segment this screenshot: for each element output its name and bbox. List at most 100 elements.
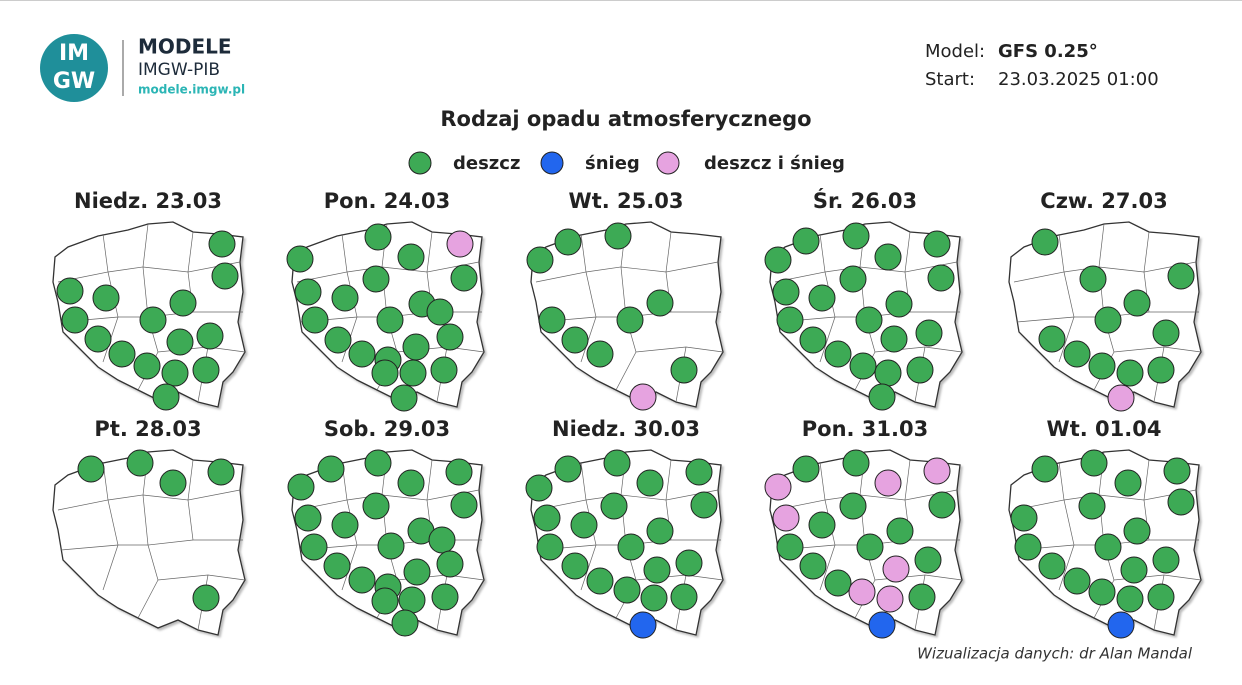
- precip-marker: [294, 504, 322, 532]
- precip-marker: [603, 449, 631, 477]
- institute: IMGW-PIB: [138, 60, 220, 80]
- precip-marker: [928, 491, 956, 519]
- precip-marker: [613, 576, 641, 604]
- precip-marker: [824, 340, 852, 368]
- precip-marker: [152, 383, 180, 411]
- precip-marker: [169, 289, 197, 317]
- precip-marker: [133, 352, 161, 380]
- precip-marker: [1078, 492, 1106, 520]
- precip-marker: [1063, 567, 1091, 595]
- region-border: [819, 544, 836, 591]
- precip-marker: [646, 517, 674, 545]
- precip-marker: [839, 265, 867, 293]
- precip-marker: [61, 306, 89, 334]
- precip-marker: [391, 609, 419, 637]
- precip-marker: [192, 584, 220, 612]
- precip-marker: [126, 449, 154, 477]
- precip-marker: [139, 306, 167, 334]
- precip-marker: [159, 469, 187, 497]
- precip-marker: [1123, 289, 1151, 317]
- precip-marker: [431, 583, 459, 611]
- precip-marker: [848, 578, 876, 606]
- precip-marker: [764, 473, 792, 501]
- precip-marker: [629, 383, 657, 411]
- precip-marker: [882, 555, 910, 583]
- precip-marker: [362, 492, 390, 520]
- precip-marker: [1167, 488, 1195, 516]
- precip-marker: [536, 533, 564, 561]
- precip-marker: [923, 457, 951, 485]
- precip-marker: [331, 284, 359, 312]
- precip-marker: [629, 611, 657, 639]
- precip-marker: [640, 584, 668, 612]
- precip-marker: [643, 556, 671, 584]
- precip-marker: [398, 586, 426, 614]
- start-value: 23.03.2025 01:00: [998, 69, 1159, 90]
- precip-marker: [1167, 262, 1195, 290]
- precip-marker: [377, 532, 405, 560]
- precip-marker: [196, 322, 224, 350]
- precip-marker: [525, 474, 553, 502]
- precip-marker: [1038, 325, 1066, 353]
- precip-marker: [1031, 228, 1059, 256]
- precip-marker: [799, 552, 827, 580]
- precip-marker: [772, 278, 800, 306]
- precip-marker: [324, 326, 352, 354]
- model-label: Model:: [925, 41, 985, 62]
- precip-marker: [799, 326, 827, 354]
- precip-marker: [1038, 552, 1066, 580]
- precip-marker: [1120, 556, 1148, 584]
- precip-marker: [331, 511, 359, 539]
- precip-marker: [561, 552, 589, 580]
- title: Rodzaj opadu atmosferycznego: [440, 107, 811, 131]
- precip-marker: [300, 533, 328, 561]
- precip-marker: [874, 243, 902, 271]
- precip-marker: [842, 222, 870, 250]
- precip-marker: [450, 491, 478, 519]
- region-border: [819, 316, 836, 363]
- panel-title: Pon. 24.03: [324, 189, 450, 213]
- precip-marker: [208, 230, 236, 258]
- precip-marker: [192, 356, 220, 384]
- precip-marker: [1088, 352, 1116, 380]
- precip-marker: [604, 222, 632, 250]
- precip-marker: [874, 359, 902, 387]
- region-border: [426, 261, 482, 313]
- precip-marker: [927, 264, 955, 292]
- precip-marker: [371, 359, 399, 387]
- precip-marker: [1116, 359, 1144, 387]
- precip-marker: [915, 319, 943, 347]
- region-border: [1058, 544, 1075, 591]
- precip-marker: [1163, 457, 1191, 485]
- precip-marker: [586, 340, 614, 368]
- precip-marker: [842, 449, 870, 477]
- precip-marker: [287, 473, 315, 501]
- precip-marker: [1079, 265, 1107, 293]
- precip-marker: [906, 356, 934, 384]
- precip-marker: [348, 340, 376, 368]
- precip-marker: [670, 583, 698, 611]
- precip-marker: [1107, 384, 1135, 412]
- region-border: [665, 489, 721, 541]
- legend-label: deszcz: [453, 153, 520, 174]
- precip-marker: [690, 491, 718, 519]
- precip-marker: [776, 306, 804, 334]
- precip-marker: [161, 359, 189, 387]
- logo-text: GW: [53, 69, 95, 94]
- precip-marker: [371, 587, 399, 615]
- precip-marker: [397, 243, 425, 271]
- precip-marker: [855, 306, 883, 334]
- precip-marker: [207, 458, 235, 486]
- region-border: [904, 261, 960, 313]
- precip-marker: [908, 583, 936, 611]
- panel-title: Niedz. 30.03: [552, 417, 700, 441]
- model-value: GFS 0.25°: [998, 41, 1098, 62]
- region-border: [580, 544, 597, 591]
- region-border: [665, 261, 721, 313]
- precip-marker: [294, 278, 322, 306]
- precip-marker: [436, 550, 464, 578]
- precip-marker: [1147, 583, 1175, 611]
- precip-marker: [364, 223, 392, 251]
- precip-marker: [317, 455, 345, 483]
- region-border: [1143, 261, 1199, 313]
